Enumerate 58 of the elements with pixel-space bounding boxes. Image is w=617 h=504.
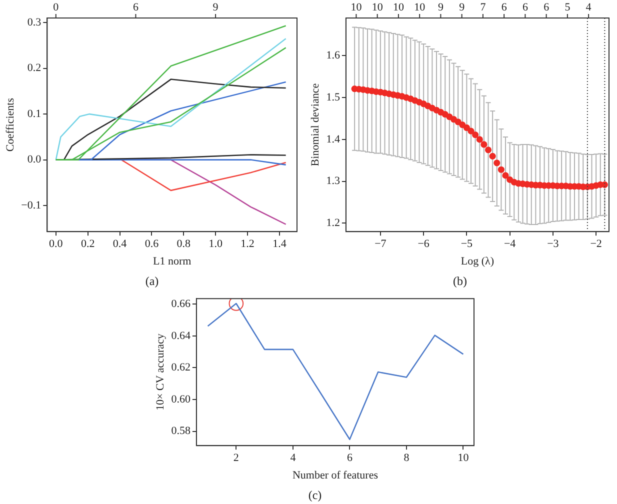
text: (b)	[452, 274, 468, 289]
y-tick-label: 0.62	[171, 362, 190, 374]
y-tick-label: 1.5	[326, 91, 340, 104]
y-tick-label: 0.2	[27, 62, 42, 74]
x-tick-label: −6	[418, 238, 430, 250]
y-tick-label: 0.1	[27, 108, 42, 120]
x-tick-label: 8	[404, 452, 410, 464]
x-tick-label: 2	[233, 452, 239, 464]
x-tick-label: −7	[374, 238, 387, 250]
y-tick-label: −0.1	[21, 199, 42, 212]
text: 9	[459, 1, 466, 14]
x-tick-label: 10	[458, 452, 470, 464]
text: 5	[564, 1, 571, 14]
x-axis-title: Number of features	[292, 469, 378, 482]
x-tick-label: −4	[504, 238, 516, 250]
x-tick-label: −5	[460, 238, 474, 250]
x-axis-title: L1 norm	[152, 255, 192, 268]
y-tick-label: 1.4	[326, 133, 340, 146]
text: 10	[350, 1, 362, 14]
x-tick-label: 1.4	[272, 238, 287, 250]
text: 10	[372, 1, 384, 14]
y-tick-label: 1.3	[326, 175, 340, 188]
x-axis-title: Log (λ)	[460, 255, 494, 268]
x-tick-label: 0.8	[176, 238, 192, 250]
text: 9	[212, 1, 219, 14]
text: 0	[53, 1, 60, 14]
text: 9	[438, 1, 444, 14]
y-tick-label: 0.58	[171, 425, 191, 438]
y-axis-title: 10× CV accuracy	[154, 333, 166, 411]
x-tick-label: 1.2	[240, 238, 254, 250]
text: 10	[414, 1, 426, 14]
x-tick-label: 0.4	[112, 238, 128, 250]
x-tick-label: 4	[290, 452, 296, 464]
text: 10	[392, 1, 404, 14]
x-tick-label: 0.2	[80, 238, 95, 250]
y-tick-label: 0.60	[171, 393, 191, 406]
text: 6	[544, 1, 550, 14]
text: 4	[586, 1, 592, 14]
x-tick-label: 0.6	[144, 238, 160, 250]
y-axis-title: Binomial deviance	[309, 83, 322, 166]
x-tick-label: −3	[547, 238, 560, 250]
y-tick-label: 0.0	[27, 154, 42, 166]
x-tick-label: 6	[346, 452, 353, 464]
y-tick-label: 1.2	[326, 217, 340, 230]
x-tick-label: −2	[590, 238, 602, 250]
text: 7	[480, 1, 486, 14]
text: (c)	[307, 488, 323, 503]
y-tick-label: 0.64	[171, 330, 191, 342]
text: 6	[522, 1, 528, 14]
text: (a)	[144, 274, 160, 289]
x-tick-label: 0.0	[49, 238, 64, 250]
x-tick-label: 1.0	[208, 238, 223, 250]
text: 6	[501, 1, 508, 14]
y-tick-label: 1.6	[326, 50, 340, 62]
text: 6	[132, 1, 139, 14]
y-axis-title: Coefficients	[4, 98, 16, 152]
y-tick-label: 0.3	[27, 16, 42, 28]
y-tick-label: 0.66	[171, 298, 191, 310]
